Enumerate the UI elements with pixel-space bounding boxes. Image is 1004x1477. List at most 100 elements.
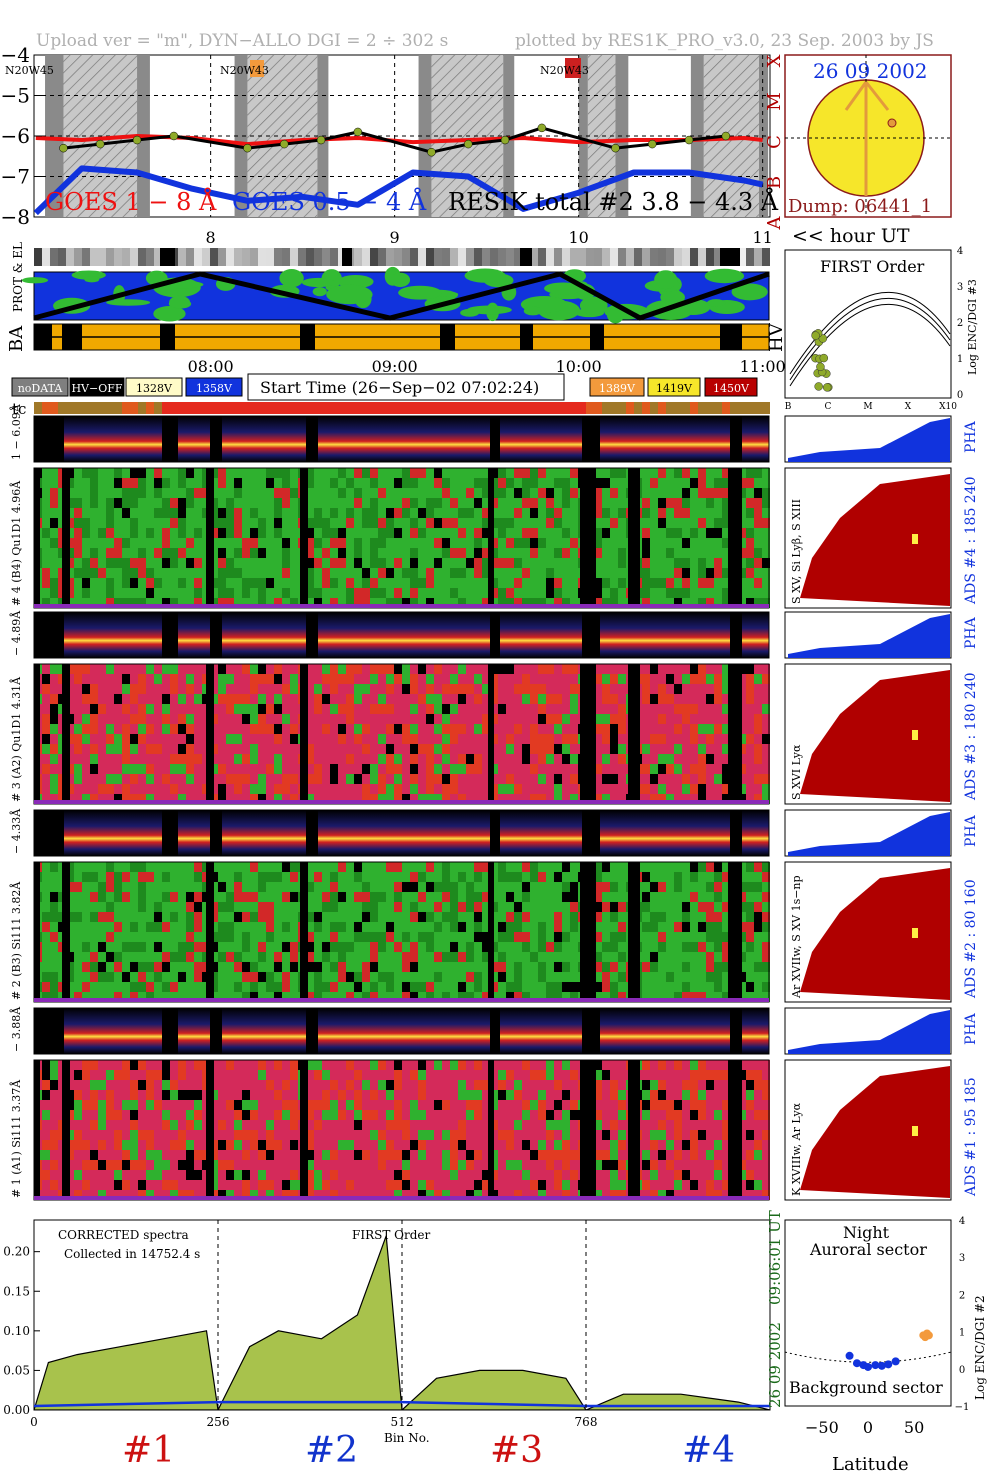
spectrogram-cell [522,754,530,764]
spectrogram-cell [714,588,722,598]
spectrogram-cell [690,932,698,942]
spectrogram-cell [146,982,154,992]
spectrogram-cell [554,538,562,548]
spectrogram-cell [698,922,706,932]
spectrogram-cell [666,468,674,478]
spectrogram-cell [690,508,698,518]
spectrogram-cell [650,498,658,508]
spectrogram-cell [562,664,570,674]
first-order-ytick: 4 [957,246,963,257]
spectrogram-cell [538,548,546,558]
spectrogram-cell [354,952,362,962]
spectrogram-cell [346,972,354,982]
spectrogram-cell [426,862,434,872]
spectrogram-cell [410,578,418,588]
spectrogram-cell [306,734,314,744]
spectrogram-cell [354,794,362,804]
spectrogram-cell [242,578,250,588]
spectrogram-cell [394,674,402,684]
spectrogram-cell [338,468,346,478]
grayscale-cell [314,248,322,266]
spectrogram-cell [266,972,274,982]
spectrogram-cell [618,744,626,754]
spectrogram-cell [498,674,506,684]
spectrogram-cell [386,664,394,674]
spectrogram-cell [258,734,266,744]
spectrogram-cell [746,694,754,704]
spectrogram-cell [554,882,562,892]
spectrogram-cell [482,468,490,478]
spectrogram-cell [258,1070,266,1080]
spectrogram-cell [306,528,314,538]
spectrogram-cell [242,912,250,922]
spectrogram-cell [162,578,170,588]
spectrogram-cell [722,528,730,538]
spectrogram-cell [378,912,386,922]
spectrogram-cell [762,724,770,734]
spectrogram-cell [370,1150,378,1160]
spectrogram-cell [114,704,122,714]
spectrogram-cell [594,794,602,804]
spectrogram-cell [138,578,146,588]
spectrogram-cell [146,598,154,608]
spectrogram-cell [378,764,386,774]
spectrogram-cell [690,528,698,538]
spectrogram-cell [530,664,538,674]
spectrogram-cell [706,674,714,684]
spectrogram-cell [466,754,474,764]
tc-cell [674,402,682,414]
spectrogram-cell [178,558,186,568]
spectrogram-cell [82,754,90,764]
spectrogram-cell [434,794,442,804]
grayscale-cell [706,248,714,266]
grayscale-gap [520,248,532,266]
spectrogram-cell [130,588,138,598]
spectrogram-cell [466,498,474,508]
spectrogram-cell [362,734,370,744]
spectrogram-cell [274,982,282,992]
spectrogram-cell [346,1070,354,1080]
spectrogram-cell [554,982,562,992]
spectrogram-cell [450,942,458,952]
spectrogram-cell [370,942,378,952]
spectrogram-cell [434,664,442,674]
spectrogram-cell [234,664,242,674]
spectrogram-cell [50,598,58,608]
spectrogram-cell [418,794,426,804]
spectrogram-cell [290,1080,298,1090]
pha-strip-gap [490,416,500,462]
spectrogram-cell [370,528,378,538]
spectrogram-cell [170,872,178,882]
spectrogram-cell [354,1130,362,1140]
spectrogram-cell [666,684,674,694]
spectrogram-cell [506,478,514,488]
spectrogram-cell [762,862,770,872]
spectrogram-cell [98,1100,106,1110]
spectrogram-cell [290,1140,298,1150]
spectrogram-cell [594,568,602,578]
spectrogram-cell [42,578,50,588]
spectrogram-cell [290,982,298,992]
spectrogram-cell [106,538,114,548]
spectrogram-cell [594,558,602,568]
spectrogram-cell [74,498,82,508]
plotted-by: plotted by RES1K_PRO_v3.0, 23 Sep. 2003 … [515,31,934,51]
legend-resik: RESIK total #2 3.8 − 4.3 Å [448,187,779,216]
spectrogram-cell [130,862,138,872]
spectrogram-cell [650,784,658,794]
spectrogram-cell [594,694,602,704]
spectrogram-cell [570,774,578,784]
spectrogram-cell [570,784,578,794]
spectrogram-cell [194,962,202,972]
spectrogram-cell [474,568,482,578]
spectrogram-cell [410,794,418,804]
spectrogram-cell [402,962,410,972]
spectrogram-cell [394,1100,402,1110]
spectrogram-cell [482,528,490,538]
grayscale-cell [378,248,386,266]
spectrogram-cell [282,1170,290,1180]
spectrogram-cell [42,902,50,912]
spectrogram-cell [42,982,50,992]
spectrogram-cell [498,508,506,518]
spectrogram-cell [338,1070,346,1080]
